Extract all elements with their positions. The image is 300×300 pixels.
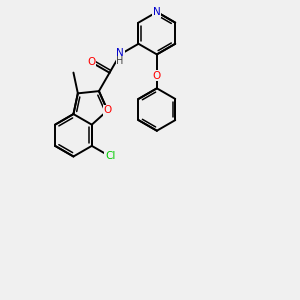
Text: N: N bbox=[116, 48, 124, 58]
Text: Cl: Cl bbox=[105, 152, 116, 161]
Text: O: O bbox=[87, 57, 95, 67]
Text: O: O bbox=[103, 106, 112, 116]
Text: N: N bbox=[153, 7, 161, 17]
Text: O: O bbox=[153, 70, 161, 81]
Text: H: H bbox=[116, 56, 124, 66]
